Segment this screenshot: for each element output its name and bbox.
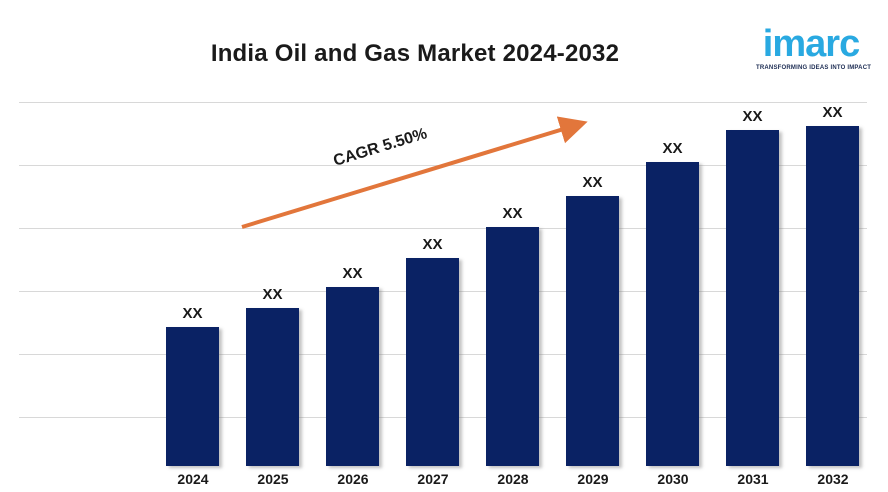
bar-2024 [166, 327, 219, 466]
imarc-logo-wordmark: imarc [762, 23, 860, 65]
bar-value-label: XX [582, 174, 603, 191]
bar-2029 [566, 196, 619, 466]
x-axis-label-2031: 2031 [737, 471, 769, 487]
x-axis-label-2032: 2032 [817, 471, 849, 487]
chart-title: India Oil and Gas Market 2024-2032 [210, 40, 620, 67]
bar-group-2026: XX [326, 265, 379, 466]
bar-group-2029: XX [566, 174, 619, 466]
bar-group-2027: XX [406, 236, 459, 466]
bar-2031 [726, 130, 779, 466]
x-axis-label-2025: 2025 [257, 471, 289, 487]
bar-value-label: XX [422, 236, 443, 253]
x-axis-label-2028: 2028 [497, 471, 529, 487]
bar-value-label: XX [822, 104, 843, 121]
bar-2027 [406, 258, 459, 466]
bar-group-2030: XX [646, 140, 699, 466]
x-axis-label-2030: 2030 [657, 471, 689, 487]
bar-group-2028: XX [486, 205, 539, 466]
bar-group-2031: XX [726, 108, 779, 466]
imarc-logo: imarc TRANSFORMING IDEAS INTO IMPACT [756, 23, 872, 71]
bar-2026 [326, 287, 379, 466]
bar-2028 [486, 227, 539, 466]
x-axis-label-2029: 2029 [577, 471, 609, 487]
bar-group-2032: XX [806, 104, 859, 466]
bar-2032 [806, 126, 859, 466]
bar-group-2025: XX [246, 286, 299, 466]
imarc-logo-tagline: TRANSFORMING IDEAS INTO IMPACT [756, 65, 872, 71]
bar-value-label: XX [182, 305, 203, 322]
x-axis-label-2027: 2027 [417, 471, 449, 487]
bar-value-label: XX [262, 286, 283, 303]
bar-value-label: XX [342, 265, 363, 282]
bar-value-label: XX [662, 140, 683, 157]
bar-value-label: XX [502, 205, 523, 222]
plot-area: XX XX XX XX XX XX XX XX [19, 102, 867, 487]
bar-2025 [246, 308, 299, 466]
bar-group-2024: XX [166, 305, 219, 466]
bar-value-label: XX [742, 108, 763, 125]
bar-2030 [646, 162, 699, 466]
x-axis-label-2024: 2024 [177, 471, 209, 487]
x-axis-label-2026: 2026 [337, 471, 369, 487]
